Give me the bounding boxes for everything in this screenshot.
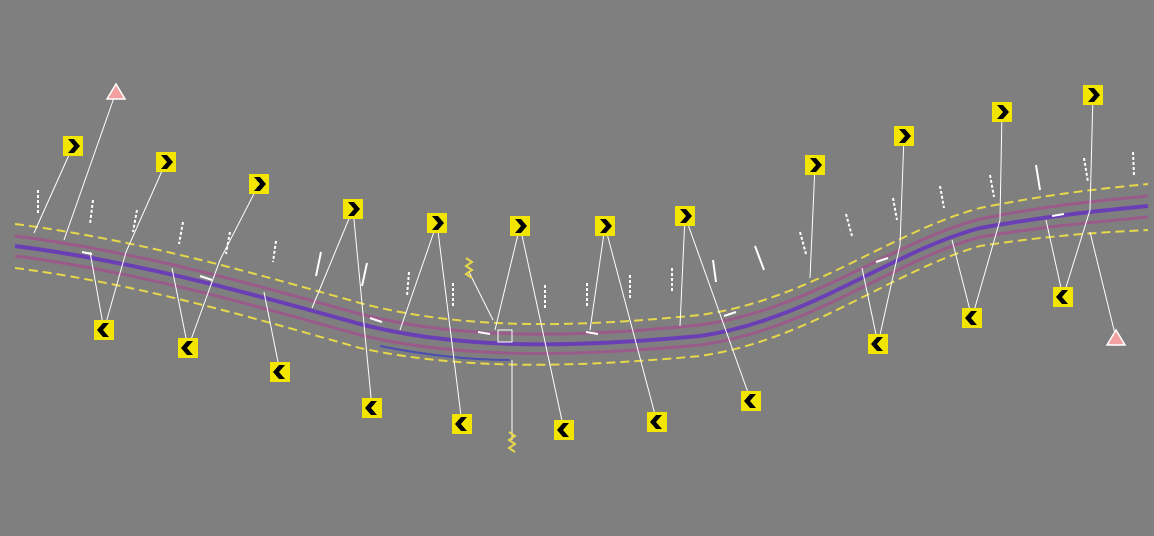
road-centerline bbox=[14, 204, 1149, 347]
leader-line bbox=[468, 271, 494, 321]
leader-line bbox=[494, 225, 521, 331]
delineator-post bbox=[1083, 157, 1089, 183]
delineator-post bbox=[1035, 164, 1041, 191]
delineator-post bbox=[178, 221, 184, 245]
leader-line bbox=[951, 239, 973, 319]
delineator-post bbox=[892, 197, 898, 221]
delineator-post bbox=[939, 185, 945, 209]
lane-marker bbox=[723, 311, 737, 317]
leader-lines bbox=[33, 91, 1117, 440]
leader-line bbox=[399, 222, 438, 331]
leader-line bbox=[171, 267, 189, 349]
chevron-right-icon bbox=[894, 126, 914, 146]
blue-segment bbox=[379, 345, 511, 361]
delineator-post bbox=[315, 251, 322, 277]
chevron-right-icon bbox=[1083, 85, 1103, 105]
chevron-right-icon bbox=[427, 213, 447, 233]
leader-line bbox=[311, 208, 354, 309]
lane-marker bbox=[199, 275, 213, 281]
leader-line bbox=[679, 215, 686, 327]
delineator-post bbox=[406, 271, 410, 297]
chevron-left-icon bbox=[452, 414, 472, 434]
delineator-post bbox=[799, 231, 807, 255]
leader-line bbox=[1089, 231, 1117, 339]
chevron-left-icon bbox=[178, 338, 198, 358]
chevron-right-icon bbox=[343, 199, 363, 219]
leader-line bbox=[809, 164, 816, 279]
chevron-right-icon bbox=[595, 216, 615, 236]
zigzag-marker-icon bbox=[464, 257, 474, 279]
delineator-post bbox=[754, 245, 765, 271]
chevron-left-icon bbox=[270, 362, 290, 382]
leader-line bbox=[684, 215, 752, 402]
chevron-left-icon bbox=[1053, 287, 1073, 307]
delineator-post bbox=[361, 262, 368, 287]
chevron-left-icon bbox=[741, 391, 761, 411]
leader-line bbox=[589, 225, 606, 331]
lane-line-top bbox=[14, 194, 1149, 336]
chevron-right-icon bbox=[992, 102, 1012, 122]
leader-line bbox=[861, 267, 879, 345]
leader-line bbox=[263, 291, 281, 373]
warning-triangle-icon bbox=[1105, 328, 1127, 346]
lane-marker bbox=[875, 257, 889, 263]
chevron-right-icon bbox=[63, 136, 83, 156]
survey-marker bbox=[497, 329, 513, 343]
leader-line bbox=[63, 91, 117, 241]
leader-line bbox=[519, 225, 565, 431]
warning-triangle-icon bbox=[105, 82, 127, 100]
chevron-left-icon bbox=[94, 320, 114, 340]
zigzag-marker-icon bbox=[507, 431, 517, 453]
delineator-post bbox=[272, 240, 277, 263]
leader-line bbox=[971, 111, 1003, 319]
leader-line bbox=[103, 161, 167, 331]
lane-markers bbox=[81, 213, 1065, 335]
chevron-left-icon bbox=[868, 334, 888, 354]
lane-marker bbox=[477, 331, 491, 335]
leader-line bbox=[89, 251, 105, 331]
lane-line-bottom bbox=[14, 215, 1149, 356]
delineator-posts bbox=[37, 151, 1135, 308]
leader-line bbox=[352, 208, 373, 409]
leader-line bbox=[604, 225, 658, 423]
chevron-right-icon bbox=[156, 152, 176, 172]
chevron-left-icon bbox=[962, 308, 982, 328]
road-edge-bottom bbox=[14, 229, 1149, 366]
chevron-right-icon bbox=[510, 216, 530, 236]
delineator-post bbox=[1132, 151, 1135, 177]
lane-marker bbox=[369, 317, 383, 323]
leader-line bbox=[1062, 94, 1094, 298]
leader-line bbox=[187, 183, 260, 349]
leader-line bbox=[33, 145, 74, 234]
chevron-right-icon bbox=[249, 174, 269, 194]
delineator-post bbox=[225, 231, 231, 255]
delineator-post bbox=[989, 174, 995, 198]
leader-line bbox=[436, 222, 463, 425]
chevron-left-icon bbox=[362, 398, 382, 418]
chevron-left-icon bbox=[647, 412, 667, 432]
road-edge-top bbox=[14, 183, 1149, 326]
leader-line bbox=[877, 135, 905, 345]
chevron-right-icon bbox=[805, 155, 825, 175]
chevron-right-icon bbox=[675, 206, 695, 226]
lane-marker bbox=[1051, 213, 1065, 217]
leader-line bbox=[1045, 219, 1064, 298]
lane-marker bbox=[585, 331, 599, 335]
chevron-left-icon bbox=[554, 420, 574, 440]
delineator-post bbox=[132, 209, 138, 233]
delineator-post bbox=[712, 259, 717, 283]
delineator-post bbox=[845, 213, 853, 237]
delineator-post bbox=[89, 199, 94, 225]
